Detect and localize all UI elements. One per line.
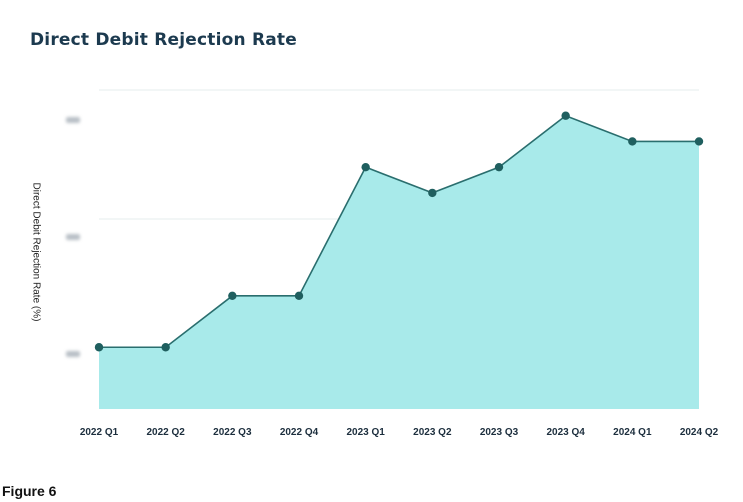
data-point-2023-q3 xyxy=(494,162,504,172)
x-tick-label: 2024 Q1 xyxy=(613,427,652,438)
data-markers xyxy=(94,111,704,352)
y-tick-label-obscured xyxy=(66,234,80,240)
data-point-2022-q2 xyxy=(161,343,170,352)
data-point-2023-q4 xyxy=(561,111,570,120)
data-point-2023-q1 xyxy=(361,162,370,172)
data-point-2022-q4 xyxy=(294,291,304,301)
x-tick-label: 2024 Q2 xyxy=(680,427,719,438)
x-tick-label: 2022 Q1 xyxy=(80,427,119,438)
y-tick-label-obscured xyxy=(66,117,80,123)
data-point-2024-q1 xyxy=(628,137,637,146)
y-axis-label: Direct Debit Rejection Rate (%) xyxy=(30,182,42,322)
figure-caption: Figure 6 xyxy=(2,483,57,499)
x-tick-label: 2022 Q4 xyxy=(280,427,319,438)
y-tick-label-obscured xyxy=(66,351,80,357)
area-fill xyxy=(99,115,699,410)
data-point-2022-q3 xyxy=(228,291,237,301)
series-line xyxy=(99,114,699,349)
x-axis-tick-labels: 2022 Q1 2022 Q2 2022 Q3 2022 Q4 2023 Q1 2023 … xyxy=(80,427,719,438)
data-point-2024-q2 xyxy=(694,137,704,146)
x-tick-label: 2022 Q2 xyxy=(146,427,185,438)
x-tick-label: 2023 Q3 xyxy=(480,427,519,438)
x-tick-label: 2023 Q2 xyxy=(413,427,452,438)
x-tick-label: 2023 Q1 xyxy=(346,427,385,438)
data-point-2022-q1 xyxy=(94,343,104,352)
data-point-2023-q2 xyxy=(428,188,437,198)
chart-title: Direct Debit Rejection Rate xyxy=(30,30,297,50)
x-tick-label: 2022 Q3 xyxy=(213,427,252,438)
x-tick-label: 2023 Q4 xyxy=(546,427,585,438)
